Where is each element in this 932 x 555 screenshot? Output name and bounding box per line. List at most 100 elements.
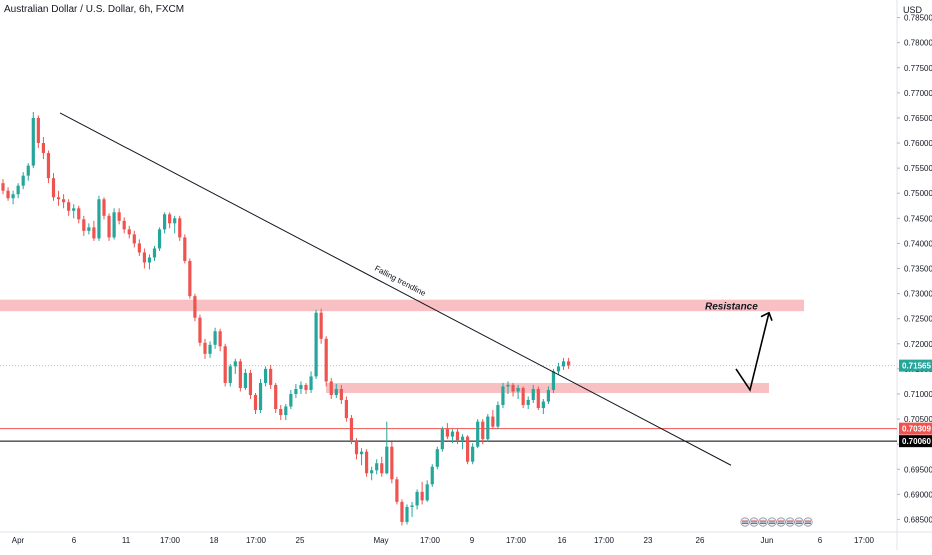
event-flag-stripe <box>796 522 802 524</box>
candle-body <box>198 317 202 343</box>
event-flag-stripe <box>751 520 757 522</box>
candle-body <box>218 331 222 347</box>
event-flag-icon[interactable] <box>767 517 777 527</box>
candle-body <box>536 388 540 409</box>
y-tick-label: 0.73000 <box>904 290 932 299</box>
event-flag-icon[interactable] <box>740 517 750 527</box>
candle-body <box>556 366 561 372</box>
x-tick-label: 17:00 <box>854 536 875 545</box>
candle-body <box>551 371 556 390</box>
candle-body <box>410 505 414 507</box>
event-flag-stripe <box>778 522 784 524</box>
y-tick-label: 0.70500 <box>904 415 932 424</box>
event-flag-stripe <box>742 522 748 524</box>
candle-body <box>415 491 419 506</box>
candle-body <box>31 117 35 166</box>
candle-body <box>264 368 268 383</box>
event-flag-stripe <box>778 520 784 522</box>
candle-body <box>132 234 136 244</box>
y-tick-label: 0.75000 <box>904 189 932 198</box>
candle-body <box>395 479 399 502</box>
x-tick-label: 23 <box>644 536 653 545</box>
candle-body <box>324 338 328 382</box>
y-tick-label: 0.77000 <box>904 89 932 98</box>
trendline-label: Falling trendline <box>373 264 428 298</box>
candle-body <box>163 214 167 230</box>
candle-body <box>349 418 354 441</box>
candle-body <box>304 384 308 390</box>
x-tick-label: 6 <box>818 536 823 545</box>
candle-body <box>481 421 485 440</box>
candle-body <box>6 190 10 199</box>
candle-body <box>258 382 263 411</box>
candle-body <box>243 372 247 388</box>
event-flag-icon[interactable] <box>794 517 804 527</box>
candle-body <box>228 366 232 383</box>
candle-body <box>248 372 253 395</box>
event-flag-icon[interactable] <box>803 517 813 527</box>
event-flag-stripe <box>760 520 766 522</box>
chart-title: Australian Dollar / U.S. Dollar, 6h, FXC… <box>4 4 185 15</box>
y-tick-label: 0.72500 <box>904 315 932 324</box>
projection-arrow <box>735 312 770 392</box>
candle-body <box>223 346 227 383</box>
event-flag-icon[interactable] <box>785 517 795 527</box>
candle-body <box>425 484 429 501</box>
candle-body <box>491 416 495 427</box>
event-flag-stripe <box>769 522 775 524</box>
candle-body <box>359 451 364 455</box>
x-tick-label: 17:00 <box>160 536 181 545</box>
candle-body <box>289 393 293 407</box>
candle-body <box>16 185 20 195</box>
event-flag-stripe <box>751 522 757 524</box>
support-zone <box>326 382 769 393</box>
y-tick-label: 0.69500 <box>904 465 932 474</box>
resistance-label: Resistance <box>705 302 758 313</box>
event-flag-stripe <box>742 520 748 522</box>
candle-body <box>390 446 394 480</box>
event-flag-icon[interactable] <box>758 517 768 527</box>
candle-body <box>102 199 106 216</box>
event-flag-stripe <box>769 520 775 522</box>
x-tick-label: 17:00 <box>506 536 527 545</box>
candle-body <box>173 218 177 224</box>
candle-body <box>92 227 96 239</box>
candle-body <box>72 208 76 211</box>
candle-body <box>344 400 348 419</box>
x-tick-label: 17:00 <box>594 536 615 545</box>
y-tick-label: 0.68500 <box>904 515 932 524</box>
y-tick-label: 0.76000 <box>904 139 932 148</box>
y-tick-label: 0.76500 <box>904 114 932 123</box>
falling-trendline <box>59 112 732 466</box>
candle-body <box>67 202 71 211</box>
y-tick-label: 0.78500 <box>904 14 932 23</box>
candle-body <box>21 175 25 186</box>
candle-body <box>339 388 343 401</box>
currency-label: USD <box>903 5 923 15</box>
candle-body <box>375 463 379 471</box>
event-flag-icon[interactable] <box>749 517 759 527</box>
x-tick-label: May <box>373 536 388 545</box>
candle-body <box>127 229 131 235</box>
candle-body <box>405 506 409 522</box>
candle-body <box>117 212 121 221</box>
candle-body <box>274 384 278 410</box>
candle-body <box>56 197 61 200</box>
candle-body <box>370 470 374 474</box>
candle-body <box>455 431 460 441</box>
candle-body <box>541 401 545 409</box>
candle-body <box>87 227 91 231</box>
candle-body <box>319 312 323 339</box>
price-label: 0.71565 <box>902 362 931 371</box>
candle-body <box>142 252 146 263</box>
candle-body <box>213 331 217 345</box>
candle-body <box>314 312 318 377</box>
candle-body <box>147 257 152 263</box>
x-tick-label: 25 <box>296 536 305 545</box>
x-tick-label: 6 <box>72 536 77 545</box>
price-label: 0.70060 <box>902 437 931 446</box>
candle-body <box>178 218 182 238</box>
event-flag-icon[interactable] <box>776 517 786 527</box>
